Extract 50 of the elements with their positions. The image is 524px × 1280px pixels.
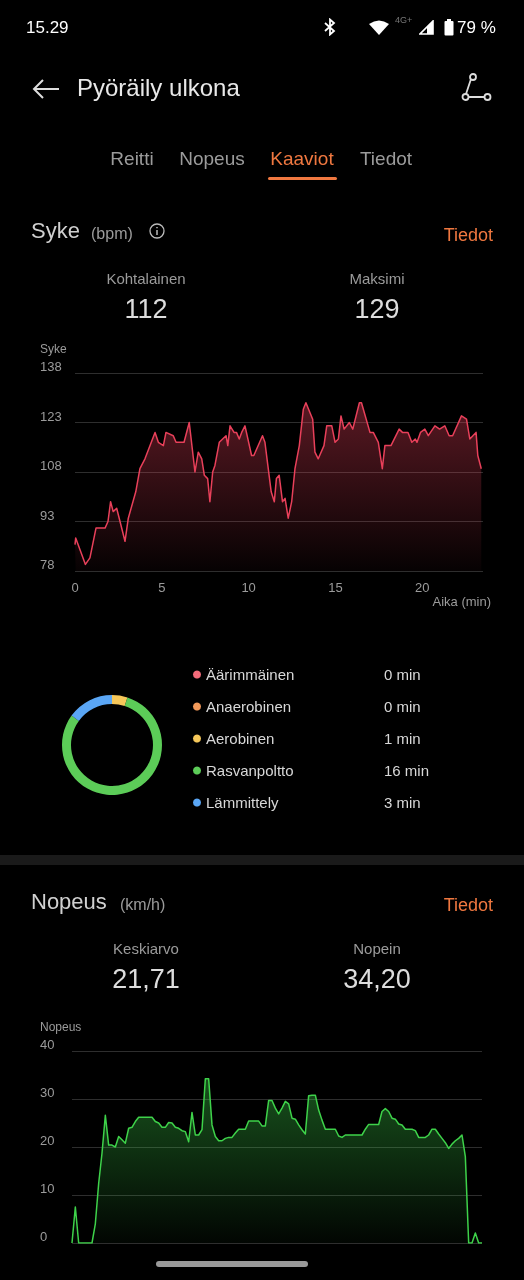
text: Tiedot: [443, 895, 493, 917]
x-tick-label: 20: [415, 580, 430, 595]
text: 112: [124, 293, 168, 326]
x-axis-title: Aika (min): [432, 594, 491, 609]
text: Pyöräily ulkona: [77, 74, 240, 103]
x-tick-label: 5: [158, 580, 166, 595]
text: Kaaviot: [270, 148, 334, 171]
y-tick-label: 138: [40, 359, 62, 374]
data-label: 16 min: [384, 762, 430, 779]
x-tick-label: 15: [328, 580, 343, 595]
y-tick-label: 108: [40, 458, 62, 473]
text: Nopeus: [179, 148, 245, 171]
text: Tiedot: [359, 148, 413, 171]
text: 0 min: [384, 698, 421, 715]
x-tick-label: 10: [241, 580, 256, 595]
text: Reitti: [110, 148, 154, 171]
x-tick-label: 0: [71, 580, 79, 595]
chart-title: Nopeus: [31, 889, 107, 916]
y-tick-label: 93: [40, 507, 55, 523]
y-tick-label: 78: [40, 557, 55, 572]
chart-subtitle: (km/h): [120, 895, 166, 915]
chart-title: Syke: [31, 218, 80, 245]
legend-label: Lämmittely: [206, 794, 280, 811]
text: 34,20: [343, 963, 411, 996]
text: Tiedot: [443, 225, 493, 247]
legend-label: Äärimmäinen: [206, 666, 295, 683]
data-label: 1 min: [384, 730, 421, 747]
legend-label: Anaerobinen: [206, 698, 292, 715]
y-tick-label: 123: [40, 408, 62, 424]
y-tick-label: 0: [40, 1229, 48, 1244]
y-axis-title: Nopeus: [40, 1020, 82, 1034]
y-tick-label: 10: [40, 1181, 55, 1196]
y-tick-label: 30: [40, 1085, 55, 1100]
legend-label: Rasvanpoltto: [206, 762, 294, 779]
text: Maksimi: [349, 270, 405, 288]
text: 4G+: [395, 15, 413, 26]
text: Nopein: [353, 940, 401, 958]
text: Keskiarvo: [113, 940, 179, 958]
text: 79 %: [457, 18, 496, 39]
y-axis-title: Syke: [40, 342, 67, 356]
text: Kohtalainen: [106, 270, 186, 288]
text: 15.29: [26, 18, 69, 39]
chart-subtitle: (bpm): [91, 224, 133, 244]
legend-label: Aerobinen: [206, 730, 275, 747]
text: 21,71: [112, 963, 180, 996]
y-tick-label: 40: [40, 1037, 55, 1052]
data-label: 3 min: [384, 794, 421, 811]
y-tick-label: 20: [40, 1133, 55, 1148]
text: 129: [354, 293, 400, 326]
text: 0 min: [384, 666, 421, 683]
